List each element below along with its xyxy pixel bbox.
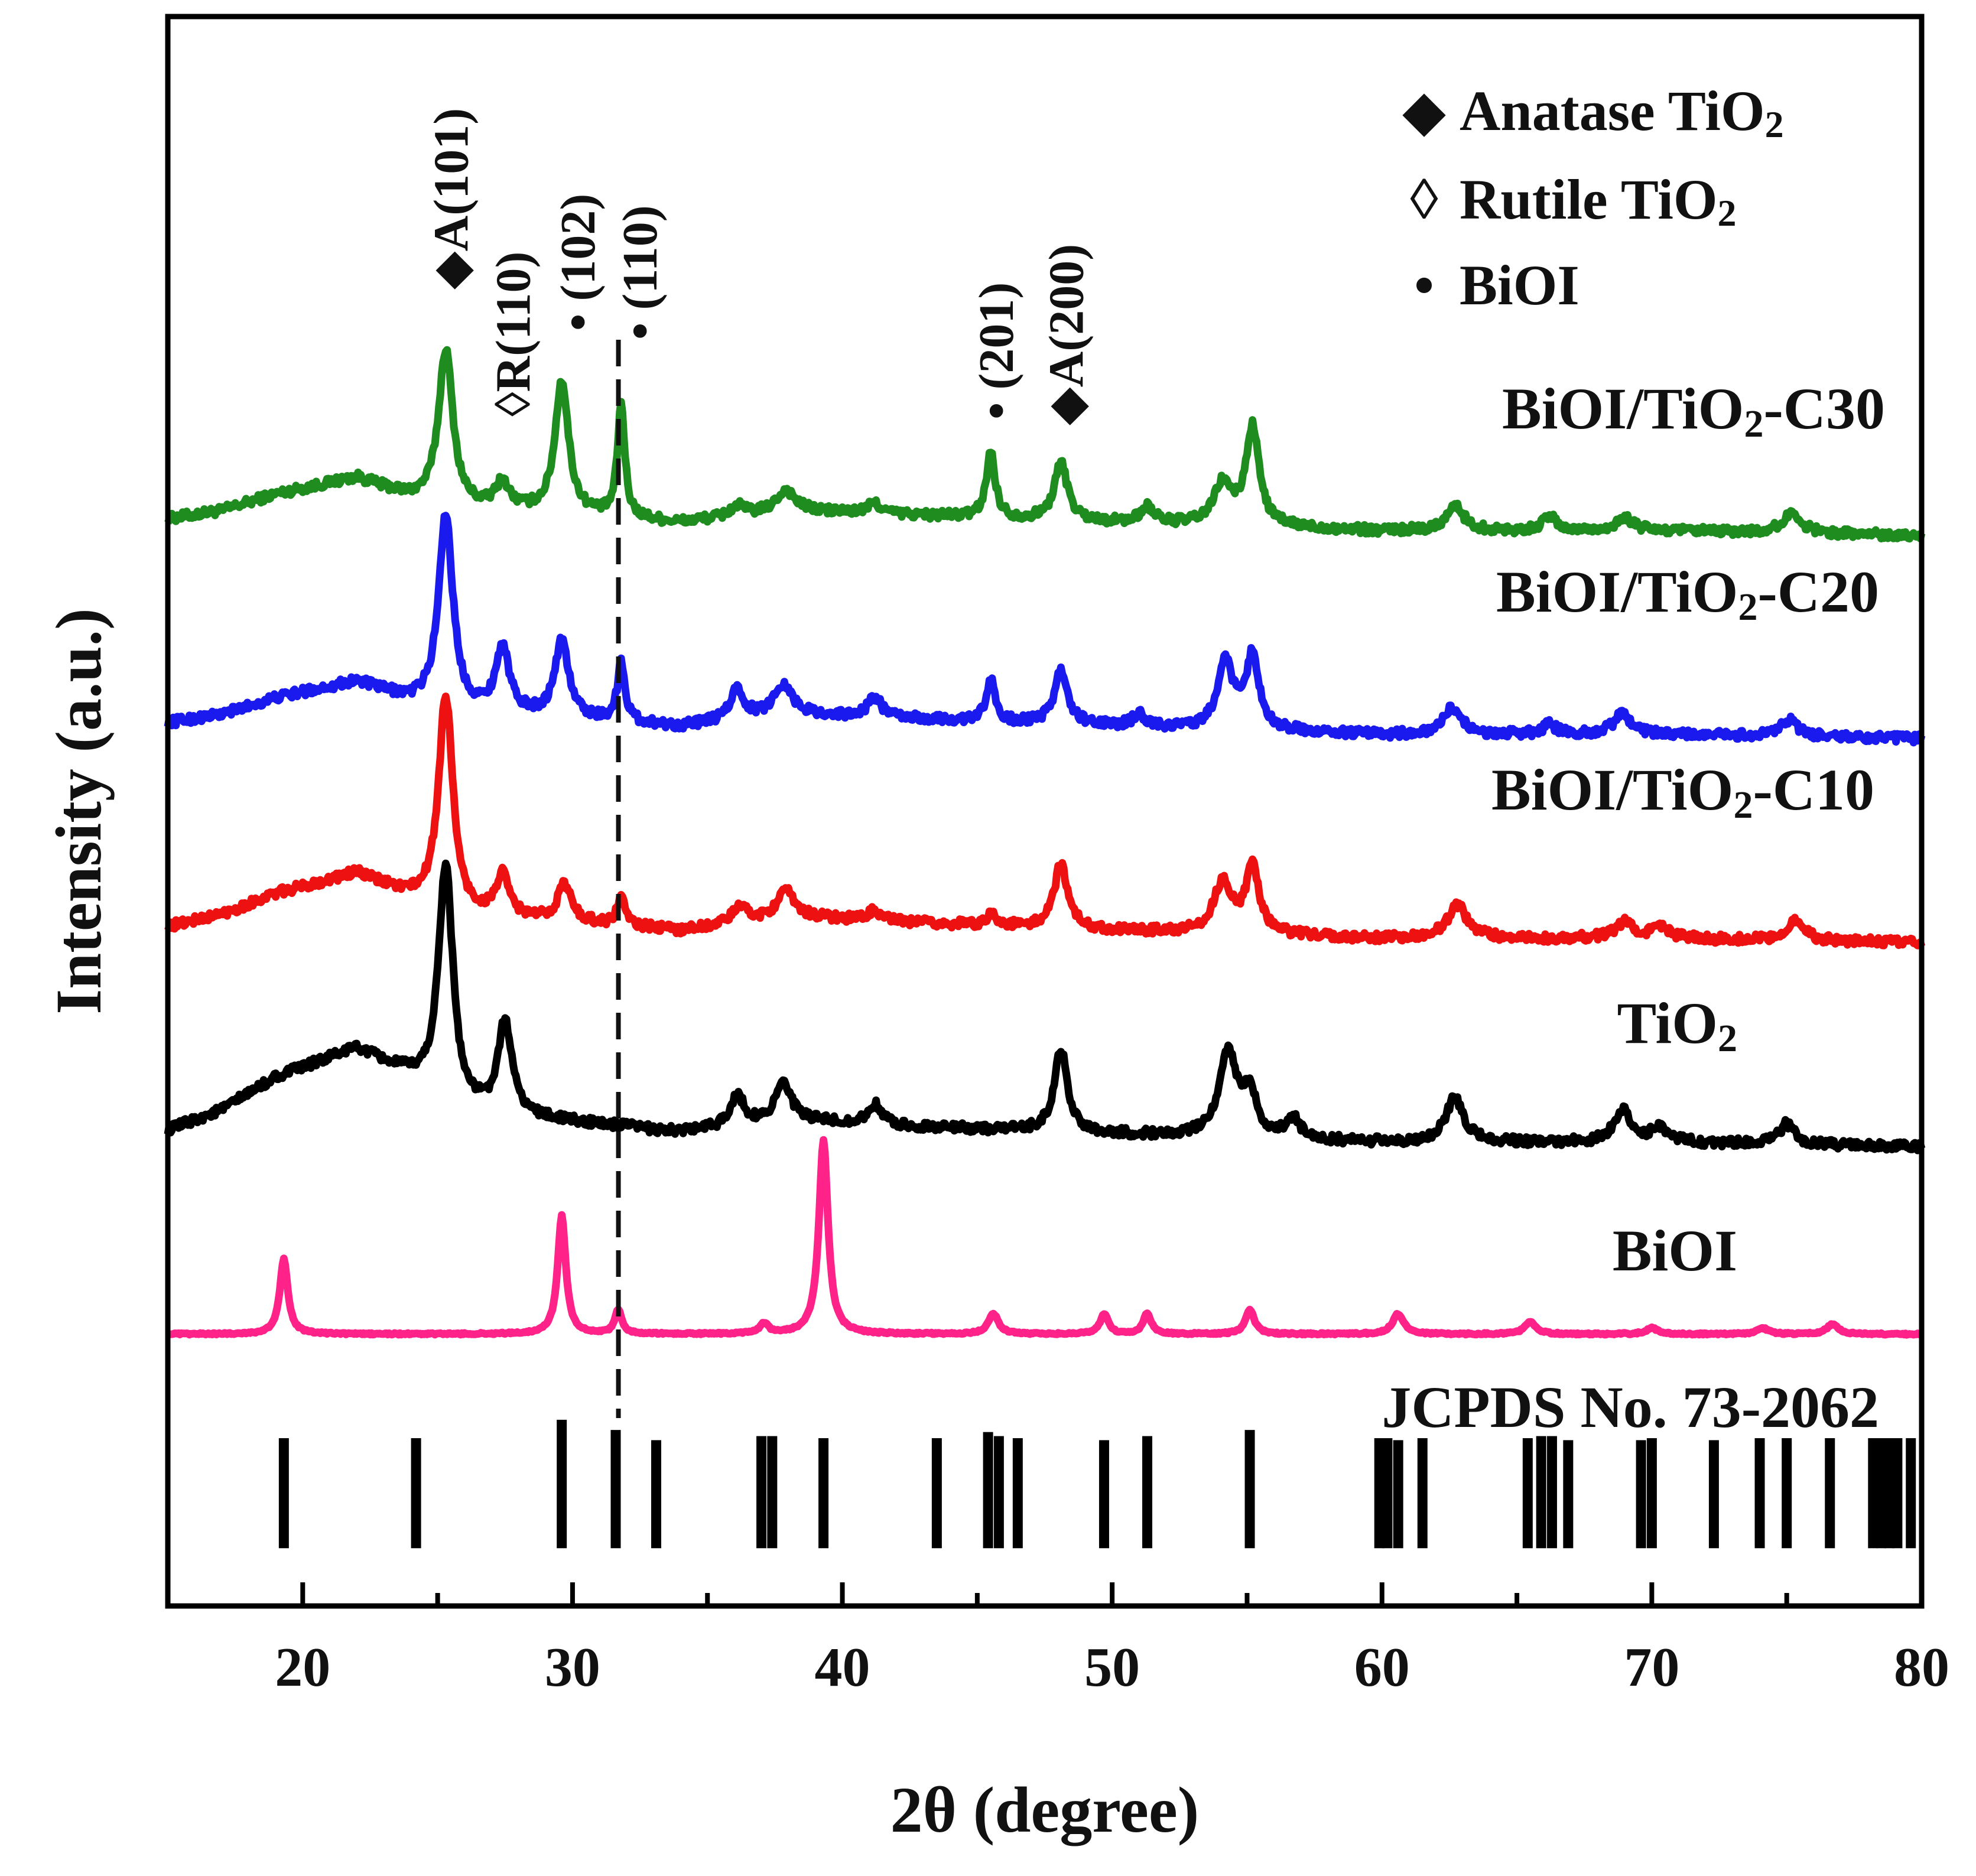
series-label-main: BiOI/TiO [1496,559,1738,625]
filled-circle-icon: • [613,323,668,340]
filled-diamond-icon: ◆ [1402,79,1446,142]
x-tick-label: 50 [1084,1637,1140,1698]
reference-lines [278,1419,1916,1549]
peak-annotation: • (110) [613,205,668,340]
series-label-sub: 2 [1744,402,1763,446]
series-label-main: BiOI/TiO [1491,757,1733,822]
series-label-bioi-tio2-c30: BiOI/TiO2-C30 [1502,376,1885,446]
peak-annotation: ◆A(200) [1039,244,1094,425]
series-line-bioi-tio2-c30 [164,346,1926,543]
peak-annotation: • (102) [551,194,606,331]
series-label-tio2: TiO2 [1617,990,1737,1060]
series-label-bioi-tio2-c20: BiOI/TiO2-C20 [1496,559,1879,629]
filled-circle-icon: • [1414,253,1434,317]
legend-entry-label: BiOI [1460,253,1580,317]
series-labels: BiOI/TiO2-C30BiOI/TiO2-C20BiOI/TiO2-C10T… [1382,376,1885,1440]
x-tick-label: 30 [545,1637,600,1698]
series-label-tail: -C30 [1763,376,1885,441]
series-label-sub: 2 [1733,783,1753,827]
series-label-bioi-tio2-c10: BiOI/TiO2-C10 [1491,757,1874,827]
reference-label: JCPDS No. 73-2062 [1382,1374,1879,1440]
plot-frame [165,14,1925,1609]
series-line-tio2 [164,859,1926,1155]
legend-label-sub: 2 [1765,103,1784,145]
series-label-tail: -C10 [1753,757,1874,822]
legend-label-main: Rutile TiO [1460,168,1718,231]
series-line-bioi-tio2-c10 [164,692,1926,950]
legend-entry-label: Rutile TiO2 [1460,168,1737,234]
legend-entry-label: Anatase TiO2 [1460,79,1784,145]
legend-label-main: BiOI [1460,253,1580,317]
peak-annotation: ◆A(101) [424,108,479,290]
filled-diamond-icon: ◆ [1039,387,1094,425]
axes: 20 30 40 50 60 70 80 2θ (degree) Intensity (a.u.… [43,14,1949,1846]
open-diamond-icon: ◊ [486,392,541,417]
series-label-main: BiOI/TiO [1502,376,1744,441]
x-tick-label: 80 [1894,1637,1949,1698]
peak-annotation-text: (201) [969,282,1024,402]
open-diamond-icon: ◊ [1410,168,1438,231]
y-axis-title: Intensity (a.u.) [43,608,115,1015]
x-tick-label: 60 [1354,1637,1410,1698]
legend-label-sub: 2 [1718,192,1737,234]
filled-circle-icon: • [969,402,1024,420]
peak-annotation: • (201) [969,282,1024,420]
legend-label-main: Anatase TiO [1460,79,1765,142]
series-traces [164,346,1926,1339]
series-label-main: BiOI [1613,1218,1737,1283]
series-label-main: TiO [1617,990,1718,1056]
filled-circle-icon: • [551,314,606,331]
series-line-bioi-tio2-c20 [164,512,1926,747]
peak-annotation: ◊R(110) [486,252,541,417]
series-label-sub: 2 [1738,586,1757,629]
filled-diamond-icon: ◆ [424,251,479,290]
peak-annotation-text: A(101) [424,108,479,252]
peak-annotation-text: (110) [613,205,668,322]
x-axis-title: 2θ (degree) [890,1774,1200,1846]
x-tick-label: 40 [815,1637,870,1698]
peak-annotation-text: R(110) [486,252,541,392]
series-label-tail: -C20 [1757,559,1879,625]
series-label-sub: 2 [1718,1017,1737,1060]
series-label-bioi: BiOI [1613,1218,1737,1283]
x-tick-label: 20 [275,1637,330,1698]
peak-annotation-text: A(200) [1039,244,1094,388]
peak-annotations: ◆A(101)◊R(110) • (102)• (110)• (201)◆A(20… [424,108,1094,425]
peak-annotation-text: (102) [551,194,606,314]
legend: ◆ Anatase TiO2◊ Rutile TiO2• BiOI [1402,79,1783,317]
series-line-bioi [165,1136,1925,1339]
x-tick-label: 70 [1624,1637,1679,1698]
